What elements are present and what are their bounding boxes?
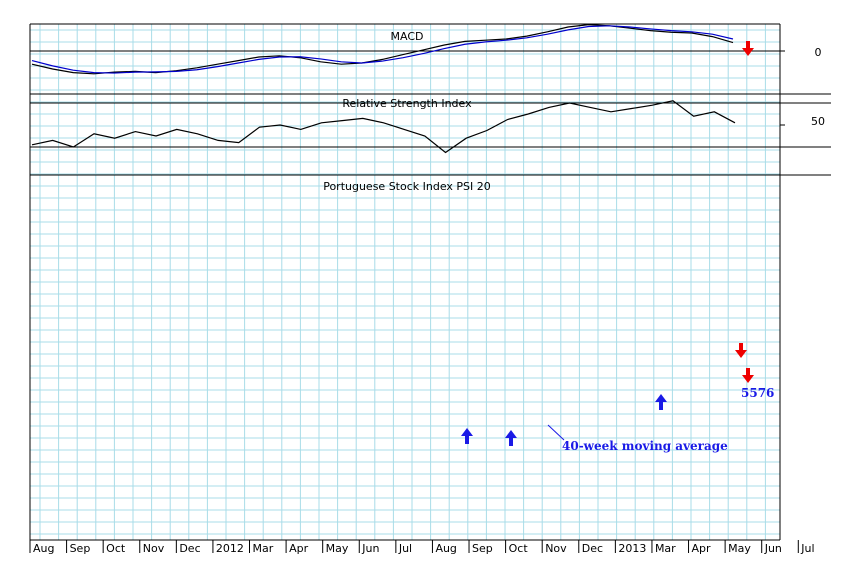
macd-signal-line bbox=[31, 25, 734, 74]
x-tick-label: Mar bbox=[253, 542, 274, 555]
x-tick-label: 2012 bbox=[216, 542, 244, 555]
macd-sell-arrow-icon bbox=[742, 41, 754, 56]
rsi-tick-label: 50 bbox=[811, 115, 825, 128]
rsi-title: Relative Strength Index bbox=[342, 97, 472, 110]
price-title: Portuguese Stock Index PSI 20 bbox=[323, 180, 491, 193]
x-tick-label: Sep bbox=[472, 542, 493, 555]
x-tick-label: Dec bbox=[582, 542, 603, 555]
sell-arrow-icon bbox=[742, 368, 754, 383]
x-tick-label: Dec bbox=[179, 542, 200, 555]
x-tick-label: Jun bbox=[764, 542, 782, 555]
buy-arrow-icon bbox=[461, 428, 473, 444]
macd-title: MACD bbox=[391, 30, 424, 43]
x-tick-label: Jul bbox=[398, 542, 412, 555]
x-tick-label: Nov bbox=[143, 542, 165, 555]
x-tick-label: May bbox=[326, 542, 349, 555]
x-tick-label: May bbox=[728, 542, 751, 555]
x-tick-label: Jun bbox=[361, 542, 379, 555]
x-axis: Aug Sep Oct Nov Dec 2012 Mar Apr May Jun Jul Aug Sep… bbox=[29, 540, 815, 555]
x-tick-label: 2013 bbox=[618, 542, 646, 555]
x-tick-label: Oct bbox=[106, 542, 126, 555]
x-tick-label: Aug bbox=[435, 542, 456, 555]
macd-tick-label: 0 bbox=[815, 46, 822, 59]
support-level-annotation: 5576 bbox=[741, 386, 774, 400]
ma40-annotation: 40-week moving average bbox=[562, 439, 728, 453]
buy-arrow-icon bbox=[505, 430, 517, 446]
x-tick-label: Aug bbox=[33, 542, 54, 555]
price-panel: 45005000550060006500700075008000 bbox=[461, 343, 754, 446]
annotation-pointer bbox=[547, 424, 565, 441]
x-tick-label: Nov bbox=[545, 542, 567, 555]
x-tick-label: Apr bbox=[289, 542, 309, 555]
x-tick-label: Apr bbox=[692, 542, 712, 555]
sell-arrow-icon bbox=[735, 343, 747, 358]
buy-arrow-icon bbox=[655, 394, 667, 410]
x-tick-label: Sep bbox=[70, 542, 91, 555]
rsi-line bbox=[31, 100, 736, 154]
macd-panel bbox=[30, 23, 785, 75]
panel-frames bbox=[29, 23, 831, 541]
x-tick-label: Jul bbox=[800, 542, 814, 555]
x-tick-label: Mar bbox=[655, 542, 676, 555]
rsi-panel bbox=[30, 100, 831, 154]
x-tick-label: Oct bbox=[509, 542, 529, 555]
chart-grid bbox=[30, 24, 780, 540]
